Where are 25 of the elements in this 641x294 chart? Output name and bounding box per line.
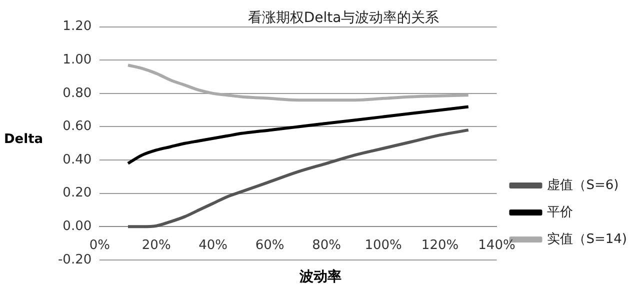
y-tick-label: 1.00: [62, 52, 92, 68]
line-series: [126, 105, 470, 165]
line-series: [126, 128, 470, 228]
x-axis-title: 波动率: [298, 268, 342, 286]
y-tick-label: 0.60: [62, 119, 92, 134]
legend-label: 实值（S=14): [547, 232, 628, 247]
y-tick-label: -0.20: [58, 252, 92, 268]
x-tick-label: 20%: [142, 238, 171, 253]
y-tick-label: 0.20: [62, 186, 92, 201]
x-tick-label: 60%: [255, 238, 284, 253]
legend-label: 平价: [547, 204, 574, 220]
x-tick-label: 100%: [364, 238, 402, 253]
x-tick-label: 140%: [478, 238, 516, 253]
x-tick-label: 40%: [198, 238, 228, 253]
legend-label: 虚值（S=6): [547, 178, 619, 193]
x-tick-label: 120%: [421, 238, 459, 253]
y-tick-label: 0.00: [62, 219, 92, 234]
x-tick-label: 0%: [89, 238, 110, 253]
y-tick-label: 1.20: [62, 19, 92, 34]
chart-title: 看涨期权Delta与波动率的关系: [248, 10, 440, 26]
y-tick-label: 0.40: [62, 152, 92, 168]
y-tick-label: 0.80: [62, 86, 92, 101]
y-axis-title: Delta: [4, 132, 44, 147]
line-series: [126, 64, 470, 102]
x-tick-label: 80%: [312, 238, 342, 253]
